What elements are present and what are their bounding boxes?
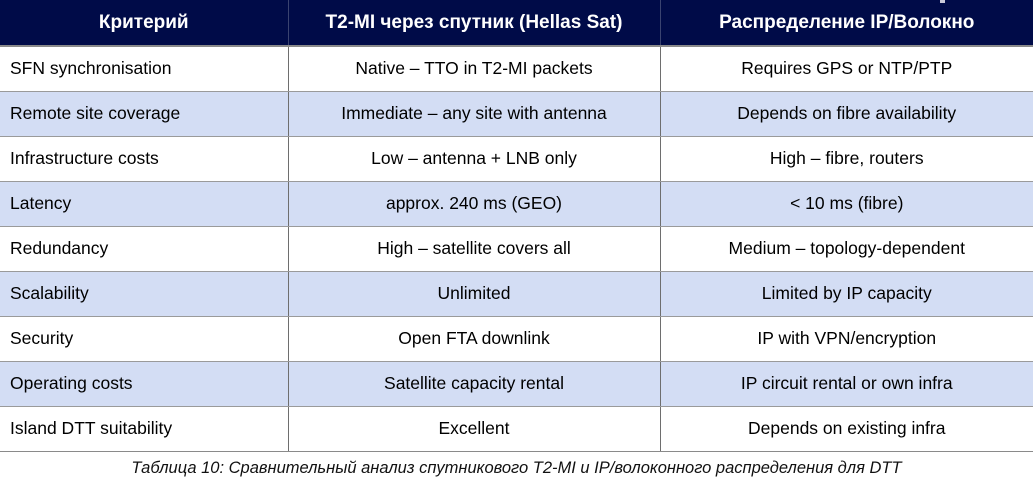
cell-ip-fibre: < 10 ms (fibre) <box>660 181 1033 227</box>
cell-satellite: Native – TTO in T2-MI packets <box>288 46 661 92</box>
cell-satellite: Low – antenna + LNB only <box>288 136 661 182</box>
column-header-ip-fibre: Распределение IP/Волокно <box>660 0 1033 47</box>
cell-ip-fibre: Medium – topology-dependent <box>660 226 1033 272</box>
cell-criterion: Security <box>0 316 289 362</box>
cell-ip-fibre: Depends on fibre availability <box>660 91 1033 137</box>
column-header-criterion: Критерий <box>0 0 289 47</box>
cell-satellite: Excellent <box>288 406 661 452</box>
table-header: Критерий T2-MI через спутник (Hellas Sat… <box>0 0 1033 47</box>
table-caption: Таблица 10: Сравнительный анализ спутник… <box>131 458 902 477</box>
table-row: Infrastructure costs Low – antenna + LNB… <box>0 136 1033 182</box>
cell-ip-fibre: High – fibre, routers <box>660 136 1033 182</box>
cell-criterion: Infrastructure costs <box>0 136 289 182</box>
cell-satellite: High – satellite covers all <box>288 226 661 272</box>
table-header-row: Критерий T2-MI через спутник (Hellas Sat… <box>0 0 1033 47</box>
cell-satellite: Unlimited <box>288 271 661 317</box>
cell-satellite: approx. 240 ms (GEO) <box>288 181 661 227</box>
cell-satellite: Immediate – any site with antenna <box>288 91 661 137</box>
table-row: Scalability Unlimited Limited by IP capa… <box>0 271 1033 317</box>
cell-criterion: Latency <box>0 181 289 227</box>
cell-criterion: Island DTT suitability <box>0 406 289 452</box>
table-body: SFN synchronisation Native – TTO in T2-M… <box>0 46 1033 452</box>
cell-criterion: Remote site coverage <box>0 91 289 137</box>
cell-ip-fibre: Depends on existing infra <box>660 406 1033 452</box>
cell-criterion: SFN synchronisation <box>0 46 289 92</box>
table-row: Island DTT suitability Excellent Depends… <box>0 406 1033 452</box>
table-row: Redundancy High – satellite covers all M… <box>0 226 1033 272</box>
cell-satellite: Satellite capacity rental <box>288 361 661 407</box>
cell-ip-fibre: IP circuit rental or own infra <box>660 361 1033 407</box>
column-header-satellite: T2-MI через спутник (Hellas Sat) <box>288 0 661 47</box>
table-row: SFN synchronisation Native – TTO in T2-M… <box>0 46 1033 92</box>
cell-criterion: Scalability <box>0 271 289 317</box>
top-edge-artifact <box>940 0 945 3</box>
cell-ip-fibre: IP with VPN/encryption <box>660 316 1033 362</box>
cell-ip-fibre: Requires GPS or NTP/PTP <box>660 46 1033 92</box>
cell-satellite: Open FTA downlink <box>288 316 661 362</box>
table-row: Latency approx. 240 ms (GEO) < 10 ms (fi… <box>0 181 1033 227</box>
comparison-table: Критерий T2-MI через спутник (Hellas Sat… <box>0 0 1033 452</box>
cell-criterion: Operating costs <box>0 361 289 407</box>
cell-criterion: Redundancy <box>0 226 289 272</box>
table-row: Remote site coverage Immediate – any sit… <box>0 91 1033 137</box>
cell-ip-fibre: Limited by IP capacity <box>660 271 1033 317</box>
table-row: Operating costs Satellite capacity renta… <box>0 361 1033 407</box>
table-row: Security Open FTA downlink IP with VPN/e… <box>0 316 1033 362</box>
